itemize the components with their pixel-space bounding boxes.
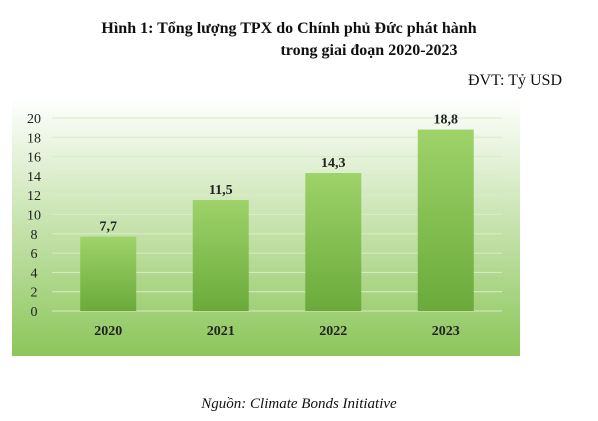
source-note: Nguồn: Climate Bonds Initiative <box>201 396 397 412</box>
x-axis-ticks: 2020 2021 2022 2023 <box>94 324 460 339</box>
y-tick-label: 14 <box>27 170 41 185</box>
y-tick-label: 2 <box>31 286 38 301</box>
y-tick-label: 0 <box>31 305 38 320</box>
bar-2020 <box>80 236 137 311</box>
chart-title-line-2: trong giai đoạn 2020-2023 <box>280 42 458 59</box>
data-label-2022: 14,3 <box>321 156 346 171</box>
unit-label: ĐVT: Tỷ USD <box>467 72 562 89</box>
bar-2021 <box>192 200 249 311</box>
data-labels: 7,7 11,5 14,3 18,8 <box>100 113 459 235</box>
x-tick-label-2021: 2021 <box>207 324 235 339</box>
data-label-2020: 7,7 <box>100 220 118 235</box>
y-tick-label: 4 <box>31 266 38 281</box>
chart-area: 0 2 4 6 8 10 12 14 16 18 20 7,7 11,5 14,3 18,8 2020 20… <box>12 98 520 356</box>
data-label-2023: 18,8 <box>434 113 459 128</box>
y-tick-label: 10 <box>27 209 41 224</box>
x-tick-label-2022: 2022 <box>319 324 347 339</box>
bars <box>80 129 474 311</box>
y-tick-label: 8 <box>31 228 38 243</box>
data-label-2021: 11,5 <box>209 183 233 198</box>
x-tick-label-2020: 2020 <box>94 324 122 339</box>
y-tick-label: 18 <box>27 131 41 146</box>
x-tick-label-2023: 2023 <box>432 324 460 339</box>
bar-2022 <box>305 173 362 311</box>
y-tick-label: 20 <box>27 112 41 127</box>
y-axis-ticks: 0 2 4 6 8 10 12 14 16 18 20 <box>27 112 41 320</box>
y-tick-label: 12 <box>27 189 41 204</box>
chart-title: Hình 1: Tổng lượng TPX do Chính phủ Đức … <box>0 18 598 62</box>
bar-2023 <box>417 129 474 311</box>
y-tick-label: 6 <box>31 247 38 262</box>
y-tick-label: 16 <box>27 151 41 166</box>
chart-title-line-1: Hình 1: Tổng lượng TPX do Chính phủ Đức … <box>101 20 477 37</box>
